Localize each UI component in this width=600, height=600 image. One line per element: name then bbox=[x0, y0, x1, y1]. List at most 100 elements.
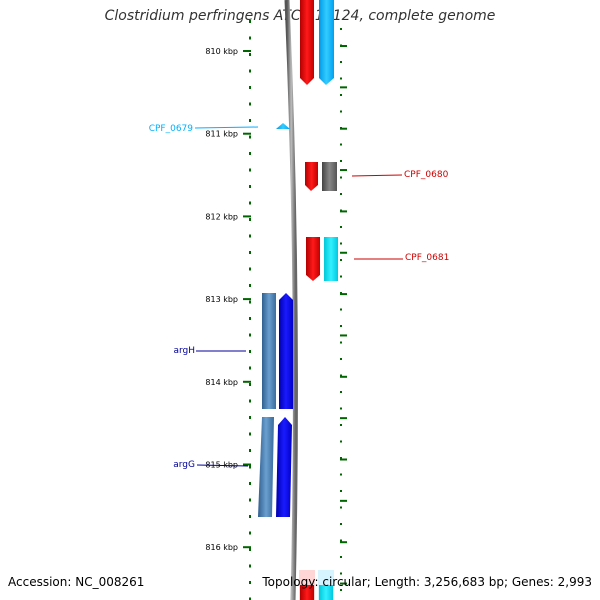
gene-steel-argG bbox=[258, 417, 274, 517]
track-dot bbox=[249, 119, 251, 122]
track-dot bbox=[249, 20, 251, 23]
track-dot bbox=[249, 251, 251, 254]
track-dot bbox=[340, 226, 342, 228]
gene-arrow-CPF_0680 bbox=[305, 162, 318, 191]
gene-cyan-CPF_0681 bbox=[324, 237, 338, 281]
track-dot bbox=[249, 383, 251, 386]
gene-gray-CPF_0680 bbox=[322, 162, 337, 191]
bottom-cyan-gene bbox=[319, 585, 333, 600]
track-dot bbox=[249, 482, 251, 485]
track-dot bbox=[340, 259, 342, 261]
track-dot bbox=[249, 399, 251, 403]
track-dot bbox=[249, 53, 251, 56]
track-dot bbox=[340, 440, 342, 443]
scale-tick-label: 814 kbp bbox=[205, 378, 238, 387]
track-dot bbox=[249, 86, 251, 89]
track-dot bbox=[249, 449, 251, 452]
track-dot bbox=[340, 308, 342, 311]
gene-label-argG[interactable]: argG bbox=[173, 460, 195, 470]
track-dot bbox=[340, 28, 342, 30]
track-dot bbox=[249, 267, 251, 271]
track-dot bbox=[249, 284, 251, 287]
track-dot bbox=[340, 358, 342, 360]
track-dot bbox=[340, 341, 342, 344]
track-dot bbox=[249, 366, 251, 370]
track-dot bbox=[340, 457, 342, 459]
track-dots bbox=[249, 20, 347, 600]
track-dot bbox=[249, 465, 251, 469]
track-dot bbox=[249, 201, 251, 205]
track-dot bbox=[249, 548, 251, 551]
bottom-red-gene bbox=[300, 585, 314, 600]
track-dot bbox=[340, 539, 342, 542]
callout-argG[interactable]: argG bbox=[173, 460, 249, 470]
track-dot bbox=[249, 498, 251, 502]
track-dot bbox=[249, 168, 251, 172]
track-dot bbox=[249, 317, 251, 320]
track-dot bbox=[340, 143, 342, 146]
track-dot bbox=[340, 407, 342, 410]
track-dot bbox=[249, 234, 251, 238]
track-dot bbox=[249, 300, 251, 304]
track-dot bbox=[340, 325, 342, 327]
gene-arrow-argG bbox=[276, 417, 292, 517]
track-dot bbox=[249, 36, 251, 40]
track-dot bbox=[340, 176, 342, 179]
track-dot bbox=[340, 292, 342, 294]
track-dot bbox=[249, 333, 251, 337]
track-dot bbox=[340, 242, 342, 245]
track-dot bbox=[340, 523, 342, 525]
gene-arrow-CPF_0681 bbox=[306, 237, 320, 281]
callout-argH[interactable]: argH bbox=[173, 346, 246, 356]
track-dot bbox=[249, 185, 251, 188]
track-dot bbox=[340, 424, 342, 426]
callout-CPF_0680[interactable]: CPF_0680 bbox=[351, 170, 449, 180]
track-dot bbox=[340, 374, 342, 377]
track-dot bbox=[249, 564, 251, 568]
summary-text: Topology: circular; Length: 3,256,683 bp… bbox=[262, 575, 592, 589]
genome-backbone bbox=[284, 0, 298, 600]
track-dot bbox=[249, 102, 251, 106]
track-dot bbox=[340, 473, 342, 476]
track-dot bbox=[249, 350, 251, 353]
track-dot bbox=[340, 490, 342, 492]
scale-tick-label: 812 kbp bbox=[205, 212, 238, 221]
gene-arrow-cyan-top bbox=[319, 0, 334, 85]
track-dot bbox=[249, 416, 251, 419]
gene-label-argH[interactable]: argH bbox=[173, 346, 195, 356]
track-dot bbox=[249, 531, 251, 535]
scale-tick-label: 813 kbp bbox=[205, 295, 238, 304]
scale-tick-label: 816 kbp bbox=[205, 543, 238, 552]
track-dot bbox=[340, 506, 342, 509]
track-dot bbox=[249, 581, 251, 584]
track-dot bbox=[340, 391, 342, 393]
scale-tick-label: 811 kbp bbox=[205, 130, 238, 139]
accession-text: Accession: NC_008261 bbox=[8, 575, 145, 589]
gene-label-CPF_0681[interactable]: CPF_0681 bbox=[405, 253, 449, 263]
gene-arrow-red-top bbox=[300, 0, 314, 85]
track-dot bbox=[340, 61, 342, 63]
callout-CPF_0679[interactable]: CPF_0679 bbox=[149, 124, 259, 134]
track-dot bbox=[249, 515, 251, 518]
page-title: Clostridium perfringens ATCC 13124, comp… bbox=[104, 8, 496, 24]
track-dot bbox=[340, 193, 342, 195]
track-dot bbox=[340, 160, 342, 162]
gene-arrow-CPF_0679 bbox=[276, 123, 290, 129]
track-dot bbox=[249, 69, 251, 73]
track-dot bbox=[340, 589, 342, 591]
track-dot bbox=[249, 218, 251, 221]
gene-label-CPF_0680[interactable]: CPF_0680 bbox=[404, 170, 449, 180]
track-dot bbox=[249, 597, 251, 600]
callout-CPF_0681[interactable]: CPF_0681 bbox=[354, 253, 449, 263]
track-dot bbox=[340, 110, 342, 113]
gene-arrow-argH bbox=[279, 293, 293, 409]
track-dot bbox=[340, 275, 342, 278]
gene-steel-argH bbox=[262, 293, 276, 409]
track-dot bbox=[340, 94, 342, 96]
track-dot bbox=[249, 152, 251, 155]
gene-label-CPF_0679[interactable]: CPF_0679 bbox=[149, 124, 194, 134]
track-dot bbox=[340, 77, 342, 80]
scale-tick-label: 810 kbp bbox=[205, 47, 238, 56]
